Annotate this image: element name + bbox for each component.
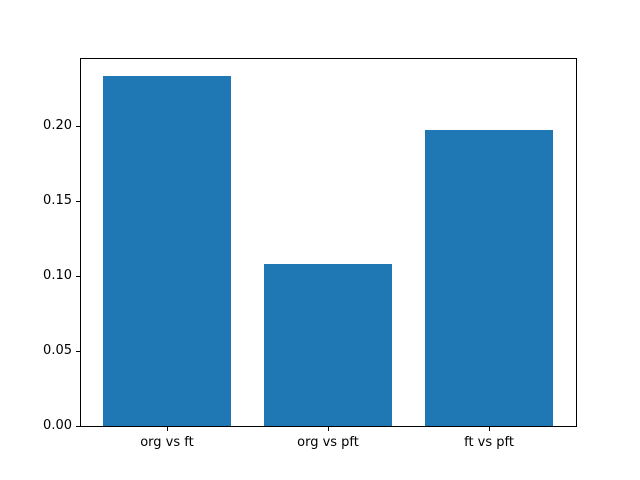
x-tickmark bbox=[166, 427, 168, 431]
x-tickmark bbox=[328, 427, 329, 431]
x-tick-label: org vs pft bbox=[297, 435, 359, 450]
y-tickmark bbox=[76, 201, 80, 202]
x-tick-label: org vs ft bbox=[140, 435, 194, 450]
y-tickmark bbox=[76, 351, 80, 352]
y-tick-label: 0.20 bbox=[43, 117, 72, 133]
bar-ft-vs-pft bbox=[424, 130, 554, 426]
bar-org-vs-pft bbox=[263, 263, 393, 426]
y-tick-label: 0.05 bbox=[43, 342, 72, 358]
y-tickmark bbox=[76, 426, 80, 427]
y-tickmark bbox=[76, 276, 80, 277]
y-tick-label: 0.00 bbox=[43, 418, 72, 433]
x-tick-label: ft vs pft bbox=[464, 435, 514, 450]
y-tickmark bbox=[76, 126, 80, 127]
bar-org-vs-ft bbox=[102, 76, 232, 426]
y-tick-label: 0.15 bbox=[43, 192, 72, 208]
x-tickmark bbox=[489, 427, 491, 431]
y-tick-label: 0.10 bbox=[43, 267, 72, 283]
